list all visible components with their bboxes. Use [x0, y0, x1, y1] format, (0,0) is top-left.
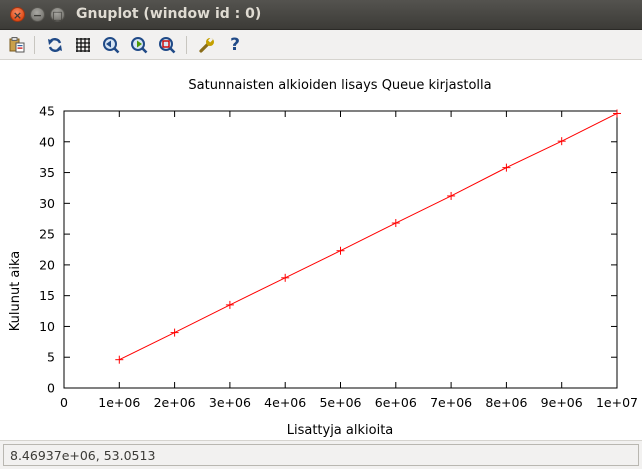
x-tick-label: 7e+06 [430, 395, 472, 410]
data-point-marker [447, 191, 456, 200]
data-point-marker [281, 273, 290, 282]
autoscale-button[interactable] [156, 34, 178, 56]
help-icon: ? [230, 35, 240, 55]
x-tick-label: 1e+07 [596, 395, 638, 410]
y-tick-label: 25 [39, 227, 55, 242]
copy-to-clipboard-icon [9, 37, 25, 53]
data-point-marker [225, 300, 234, 309]
y-tick-label: 20 [39, 257, 55, 272]
data-point-marker [336, 246, 345, 255]
mouse-coordinates-readout: 8.46937e+06, 53.0513 [10, 448, 156, 463]
data-point-marker [502, 163, 511, 172]
series-line [119, 113, 618, 361]
plot-canvas[interactable]: Satunnaisten alkioiden lisays Queue kirj… [0, 60, 642, 440]
y-tick-label: 15 [39, 288, 55, 303]
data-point-marker [115, 355, 124, 364]
replot-button[interactable] [44, 34, 66, 56]
grid-icon [76, 38, 90, 52]
x-axis-label: Lisattyja alkioita [287, 423, 394, 438]
maximize-window-button[interactable]: □ [50, 7, 65, 22]
x-tick-label: 5e+06 [319, 395, 361, 410]
zoom-previous-button[interactable] [100, 34, 122, 56]
data-point-marker [557, 137, 566, 146]
x-tick-label: 0 [60, 395, 68, 410]
minimize-window-button[interactable]: − [30, 7, 45, 22]
title-bar[interactable]: × − □ Gnuplot (window id : 0) [0, 0, 642, 30]
x-tick-label: 6e+06 [375, 395, 417, 410]
replot-icon [48, 38, 62, 52]
y-tick-label: 10 [39, 319, 55, 334]
x-tick-label: 2e+06 [154, 395, 196, 410]
x-tick-label: 1e+06 [98, 395, 140, 410]
settings-wrench-icon [199, 37, 214, 53]
y-tick-label: 0 [47, 381, 55, 396]
window-title: Gnuplot (window id : 0) [76, 6, 262, 22]
y-tick-label: 45 [39, 104, 55, 119]
toolbar-separator [186, 36, 187, 54]
data-point-marker [391, 219, 400, 228]
zoom-next-icon [131, 37, 148, 54]
status-frame: 8.46937e+06, 53.0513 [3, 444, 639, 466]
x-tick-label: 9e+06 [541, 395, 583, 410]
status-bar: 8.46937e+06, 53.0513 [0, 440, 642, 469]
autoscale-icon [159, 37, 176, 54]
copy-to-clipboard-button[interactable] [6, 34, 28, 56]
y-axis-label: Kulunut aika [8, 251, 23, 332]
x-tick-label: 4e+06 [264, 395, 306, 410]
y-tick-label: 35 [39, 165, 55, 180]
y-tick-label: 40 [39, 134, 55, 149]
zoom-previous-icon [103, 37, 120, 54]
toolbar: ? [0, 30, 642, 60]
help-button[interactable]: ? [224, 34, 246, 56]
data-point-marker [613, 109, 621, 118]
settings-button[interactable] [196, 34, 218, 56]
line-chart: Satunnaisten alkioiden lisays Queue kirj… [8, 78, 638, 438]
x-tick-label: 3e+06 [209, 395, 251, 410]
x-tick-label: 8e+06 [485, 395, 527, 410]
chart-title: Satunnaisten alkioiden lisays Queue kirj… [188, 78, 491, 93]
toolbar-separator [34, 36, 35, 54]
zoom-next-button[interactable] [128, 34, 150, 56]
grid-button[interactable] [72, 34, 94, 56]
close-window-button[interactable]: × [10, 7, 25, 22]
data-point-marker [170, 328, 179, 337]
y-tick-label: 5 [47, 350, 55, 365]
y-tick-label: 30 [39, 196, 55, 211]
